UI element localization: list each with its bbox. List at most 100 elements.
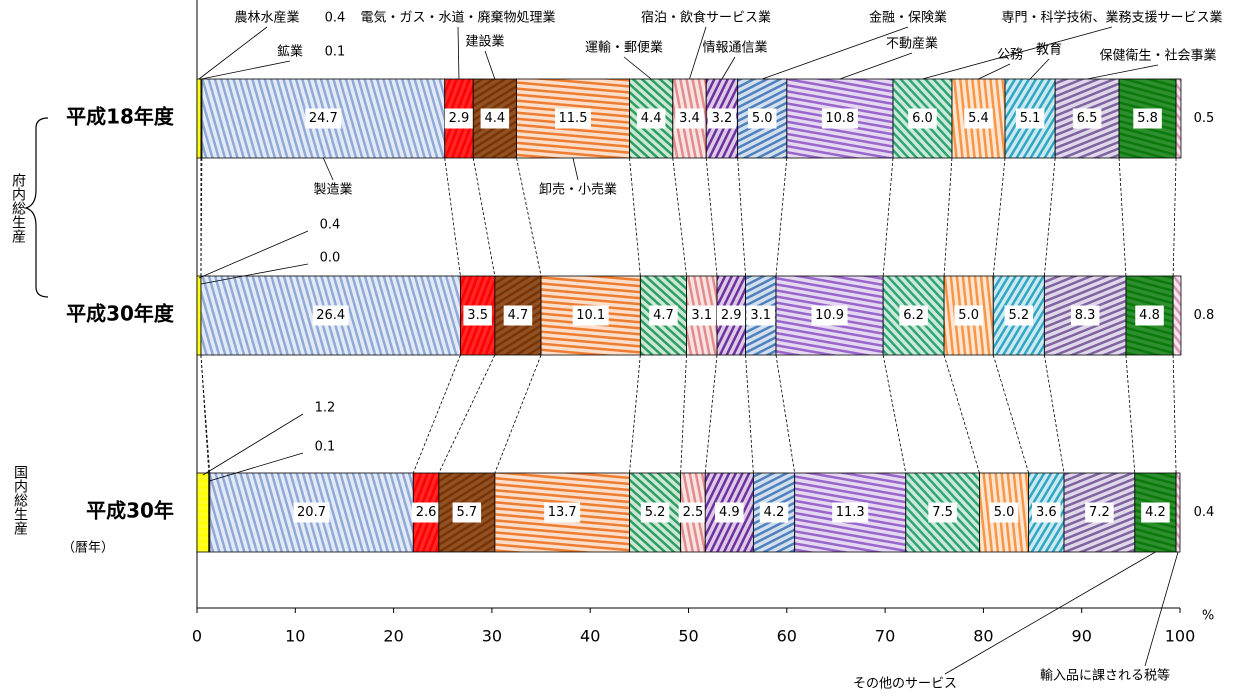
value-label-bg	[1070, 305, 1100, 326]
connector	[200, 354, 211, 474]
value-label: 13.7	[548, 505, 577, 520]
connector	[629, 354, 641, 474]
connector	[943, 354, 980, 474]
bar-segment	[196, 78, 202, 159]
row-label: 平成18年度	[66, 105, 175, 129]
leader-line	[322, 157, 334, 181]
connector	[1172, 354, 1177, 474]
series-name: 鉱業	[277, 44, 303, 60]
value-label: 5.1	[1020, 111, 1041, 126]
value-label-bg	[928, 502, 957, 523]
leader-line	[1029, 58, 1050, 80]
group-label: 府内総生産	[10, 173, 26, 244]
value-label: 3.1	[691, 308, 712, 323]
value-label-bg	[411, 502, 441, 523]
value-label: 5.0	[752, 111, 773, 126]
bar-segment	[629, 472, 682, 553]
value-label: 4.7	[653, 308, 674, 323]
row-label: 平成30年度	[66, 302, 175, 326]
series-name: 不動産業	[886, 36, 938, 52]
value-label: 4.7	[508, 308, 529, 323]
value-label: 0.1	[325, 45, 346, 60]
x-tick-label: 60	[777, 627, 797, 646]
value-label: 4.2	[764, 505, 785, 520]
value-label: 4.2	[1145, 505, 1166, 520]
value-label-bg	[747, 108, 777, 129]
connector	[444, 157, 461, 277]
value-label-bg	[1072, 108, 1102, 129]
value-label: 8.3	[1075, 308, 1096, 323]
x-tick-label: 70	[875, 627, 895, 646]
value-label: 6.5	[1077, 111, 1098, 126]
bar-segment	[196, 472, 210, 553]
value-label: 20.7	[297, 505, 326, 520]
connector	[992, 157, 1006, 277]
x-tick-label: 30	[482, 627, 502, 646]
value-label-bg	[503, 305, 533, 326]
leader-line	[200, 263, 309, 285]
series-name: 電気・ガス・水道・廃棄物処理業	[360, 10, 555, 26]
row-label: 平成30年	[86, 499, 174, 523]
value-label: 7.2	[1089, 505, 1110, 520]
value-label-bg	[759, 502, 789, 523]
x-tick-label: 10	[285, 627, 305, 646]
value-label: 6.0	[912, 111, 933, 126]
series-name: 卸売・小売業	[539, 182, 617, 198]
value-label-bg	[811, 305, 848, 326]
leader-line	[457, 26, 460, 80]
leader-line	[689, 26, 707, 80]
series-name: 宿泊・飲食サービス業	[641, 10, 771, 26]
connector	[1118, 157, 1127, 277]
value-label: 0.4	[325, 11, 346, 26]
x-tick-label: 100	[1165, 627, 1196, 646]
value-label: 0.4	[320, 218, 341, 233]
connector	[705, 157, 718, 277]
series-name: 農林水産業	[234, 10, 299, 26]
value-label: 4.8	[1139, 308, 1160, 323]
value-label: 0.0	[320, 251, 341, 266]
connector	[412, 354, 461, 474]
series-name: 保健衛生・社会事業	[1099, 48, 1216, 64]
value-label: 0.4	[1194, 505, 1215, 520]
category-note: （暦年）	[62, 541, 114, 556]
x-tick-label: 90	[1072, 627, 1092, 646]
series-name: その他のサービス	[853, 677, 957, 692]
connector	[1043, 157, 1056, 277]
value-label-bg	[554, 108, 591, 129]
bar-segment	[1175, 78, 1182, 159]
leader-line	[572, 157, 579, 181]
connector	[516, 157, 542, 277]
value-label: 2.5	[683, 505, 704, 520]
connector	[737, 157, 746, 277]
x-unit: %	[1202, 609, 1214, 624]
value-label: 4.4	[485, 111, 506, 126]
value-label-bg	[954, 305, 983, 326]
connector	[745, 354, 754, 474]
series-name: 製造業	[313, 182, 352, 198]
value-label-bg	[1004, 305, 1034, 326]
value-label: 2.9	[721, 308, 742, 323]
series-name: 金融・保険業	[869, 10, 947, 26]
leader-line	[978, 63, 1011, 80]
value-label: 5.8	[1137, 111, 1158, 126]
connector	[882, 157, 894, 277]
value-label: 5.4	[968, 111, 989, 126]
value-label: 11.5	[559, 111, 588, 126]
value-label-bg	[1133, 108, 1162, 129]
value-label: 5.7	[456, 505, 477, 520]
value-label-bg	[305, 108, 342, 129]
series-name: 教育	[1036, 42, 1062, 58]
leader-line	[721, 56, 736, 80]
value-label: 4.4	[641, 111, 662, 126]
value-label: 3.2	[712, 111, 733, 126]
group-label: 国内総生産	[12, 465, 28, 536]
value-label: 5.0	[958, 308, 979, 323]
x-tick-label: 80	[973, 627, 993, 646]
value-label: 5.0	[994, 505, 1015, 520]
connector	[672, 157, 687, 277]
value-label-bg	[832, 502, 869, 523]
leader-line	[209, 452, 304, 482]
value-label-bg	[908, 108, 937, 129]
value-label-bg	[649, 305, 678, 326]
